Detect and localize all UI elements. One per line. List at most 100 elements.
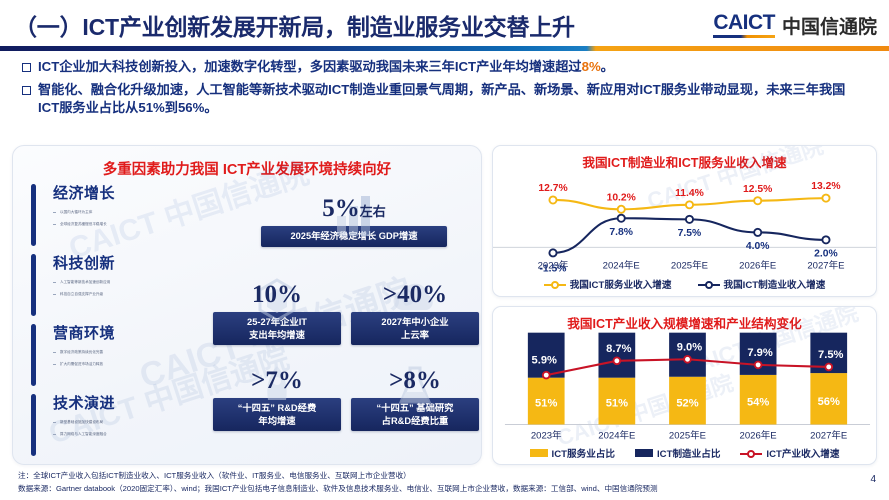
legend-item-industry-growth[interactable]: ICT产业收入增速 [740, 446, 839, 460]
bullet-text: ICT企业加大科技创新投入，加速数字化转型，多因素驱动我国未来三年ICT产业年均… [38, 58, 614, 77]
stat-cloud-adoption: >40% 2027年中小企业 上云率 [351, 282, 479, 346]
revenue-growth-line-chart-panel: 我国ICT制造业和ICT服务业收入增速 CAICT 中国信通院 12.7% 10.… [492, 145, 877, 297]
legend-label: ICT服务业占比 [551, 449, 615, 460]
dash-icon [53, 282, 56, 283]
stat-area: 5%左右 2025年经济稳定增长 GDP增速 10% 25-27年企业IT 支出… [203, 186, 479, 454]
bullet-square-icon [22, 63, 31, 72]
legend-item-manufacturing-share[interactable]: ICT制造业占比 [634, 446, 721, 460]
industry-structure-bar-chart-panel: 我国ICT产业收入规模增速和产业结构变化 CAICT 中国信通院 CAICT 中… [492, 306, 877, 465]
category-item-technology-evolution: 技术演进 新型基础设施加快建设布局 算力网络与人工智能深度融合 [31, 392, 191, 462]
legend-item-service-share[interactable]: ICT服务业占比 [529, 446, 615, 460]
line-marker-icon [740, 448, 763, 458]
legend-item-service[interactable]: 我国ICT服务业收入增速 [543, 277, 672, 291]
category-item-technology-innovation: 科技创新 人工智能等新技术加速创新应用 科技自立自强支撑产业升级 [31, 252, 191, 322]
logo-mark: CAICT [713, 12, 775, 38]
svg-text:7.8%: 7.8% [609, 227, 633, 238]
svg-text:7.5%: 7.5% [678, 228, 702, 239]
category-subitem: 人工智能等新技术加速创新应用 [53, 280, 191, 285]
category-subitem-label: 扩大内需促进市场活力释放 [60, 362, 104, 366]
stat-value: >40% [351, 282, 479, 307]
category-accent-bar [31, 184, 36, 246]
line-marker-icon [543, 279, 566, 289]
svg-text:2023年: 2023年 [538, 259, 569, 271]
category-subitem-label: 以国内大循环为主体 [60, 210, 93, 214]
category-name: 经济增长 [53, 185, 116, 202]
cloud-icon [393, 283, 433, 310]
category-name: 科技创新 [53, 255, 116, 272]
rocket-icon [267, 366, 287, 400]
stat-number: >40 [382, 281, 423, 308]
stat-rd-growth: >7% “十四五” R&D经费 年均增速 [213, 366, 341, 432]
environment-panel-title: 多重因素助力我国 ICT产业发展环境持续向好 [102, 162, 392, 178]
stat-unit: % [277, 367, 303, 394]
svg-text:-1.5%: -1.5% [539, 264, 566, 275]
stat-unit: % [277, 281, 302, 308]
bar-chart-title: 我国ICT产业收入规模增速和产业结构变化 [567, 317, 802, 331]
bullet-item: 智能化、融合化升级加速，人工智能等新技术驱动ICT制造业重回景气周期，新产品、新… [0, 79, 889, 120]
svg-text:12.7%: 12.7% [538, 183, 567, 194]
stat-number: >7 [251, 367, 278, 394]
svg-text:2.0%: 2.0% [814, 249, 838, 260]
stat-number: >8 [389, 367, 416, 394]
legend-item-manufacturing[interactable]: 我国ICT制造业收入增速 [697, 277, 825, 291]
stat-it-spending: 10% 25-27年企业IT 支出年均增速 [213, 278, 341, 346]
svg-text:52%: 52% [676, 397, 698, 409]
svg-text:10.2%: 10.2% [607, 192, 636, 203]
svg-text:4.0%: 4.0% [746, 241, 770, 252]
bullet-text-pre: ICT企业加大科技创新投入，加速数字化转型，多因素驱动我国未来三年ICT产业年均… [38, 59, 582, 74]
logo-chinese-name: 中国信通院 [781, 17, 877, 39]
stat-label: 2027年中小企业 上云率 [351, 312, 479, 346]
page-title: （一）ICT产业创新发展开新局，制造业服务业交替上升 [14, 14, 575, 40]
logo-caict-text: CAICT [713, 11, 775, 34]
bullet-text-post: 。 [600, 59, 614, 74]
category-subitem: 扩大内需促进市场活力释放 [53, 362, 191, 367]
stat-value: 5%左右 [261, 196, 447, 221]
stat-label: “十四五” R&D经费 年均增速 [213, 398, 341, 432]
stat-value: >7% [213, 368, 341, 393]
bullet-text: 智能化、融合化升级加速，人工智能等新技术驱动ICT制造业重回景气周期，新产品、新… [38, 81, 865, 118]
category-subitem-label: 数字经济政策持续优化完善 [60, 350, 104, 354]
category-subitem: 新型基础设施加快建设布局 [53, 420, 191, 425]
legend-label: ICT制造业占比 [656, 449, 721, 460]
line-chart-title: 我国ICT制造业和ICT服务业收入增速 [582, 156, 787, 170]
stat-unit: % [422, 281, 448, 308]
header-divider [0, 46, 889, 51]
category-subitem: 数字经济政策持续优化完善 [53, 350, 191, 355]
svg-text:2026年E: 2026年E [740, 429, 777, 441]
category-name: 营商环境 [53, 325, 116, 342]
svg-text:12.5%: 12.5% [743, 184, 772, 195]
category-subitem: 以国内大循环为主体 [53, 210, 191, 215]
svg-text:2027年E: 2027年E [807, 259, 844, 271]
stat-label: 25-27年企业IT 支出年均增速 [213, 312, 341, 346]
dash-icon [53, 434, 56, 435]
dash-icon [53, 364, 56, 365]
svg-text:11.4%: 11.4% [675, 188, 704, 199]
caict-logo: CAICT 中国信通院 [713, 12, 877, 38]
dash-icon [53, 212, 56, 213]
flask-icon [398, 366, 432, 404]
stat-number: 5 [322, 195, 335, 222]
footnotes: 注：全球ICT产业收入包括ICT制造业收入、ICT服务业收入（软件业、IT服务业… [18, 470, 848, 495]
category-subitem-label: 算力网络与人工智能深度融合 [60, 432, 107, 436]
category-subitem-label: 人工智能等新技术加速创新应用 [60, 280, 111, 284]
swatch-icon [529, 449, 548, 457]
stat-label: “十四五” 基础研究 占R&D经费比重 [351, 398, 479, 432]
page-number: 4 [870, 474, 876, 485]
line-chart-plot: 12.7% 10.2% 11.4% 12.5% 13.2% -1.5% 7.8% 7.5% 4.… [493, 181, 876, 275]
category-accent-bar [31, 394, 36, 456]
category-accent-bar [31, 254, 36, 316]
line-chart-legend: 我国ICT服务业收入增速 我国ICT制造业收入增速 [493, 277, 876, 291]
category-subitem: 全球经济复苏缓慢但平稳增长 [53, 222, 191, 227]
dash-icon [53, 294, 56, 295]
bullet-square-icon [22, 85, 31, 95]
legend-label: 我国ICT服务业收入增速 [569, 280, 672, 291]
category-item-economy: 经济增长 以国内大循环为主体 全球经济复苏缓慢但平稳增长 [31, 182, 191, 252]
svg-text:2024年E: 2024年E [598, 429, 635, 441]
category-sublist: 人工智能等新技术加速创新应用 科技自立自强支撑产业升级 [53, 280, 191, 297]
category-accent-bar [31, 324, 36, 386]
svg-text:8.7%: 8.7% [606, 343, 632, 355]
category-name: 技术演进 [53, 395, 116, 412]
bar-chart-legend: ICT服务业占比 ICT制造业占比 ICT产业收入增速 [493, 446, 876, 460]
svg-text:54%: 54% [747, 397, 769, 409]
